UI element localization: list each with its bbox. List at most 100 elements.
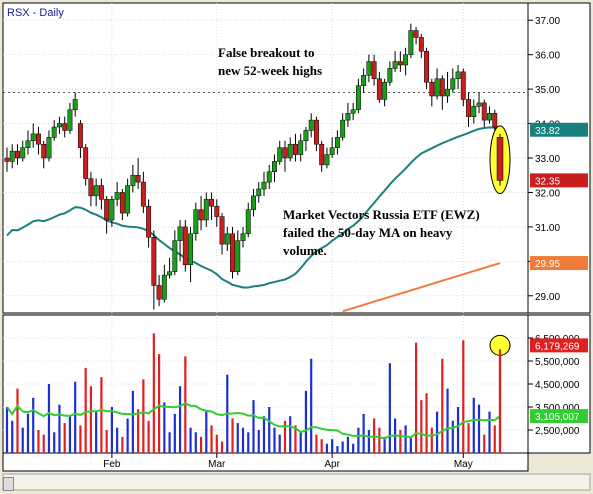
candle-body (72, 99, 78, 111)
candle-body (445, 88, 451, 97)
x-tick-label: Feb (103, 459, 121, 470)
last-price-badge-label: 32.35 (535, 176, 560, 187)
candle-body (350, 109, 356, 114)
volume-tick-label: 3,500,000 (535, 403, 580, 414)
volume-tick-label: 4,500,000 (535, 380, 580, 391)
ma-50-badge-label: 33.82 (535, 126, 560, 137)
scrollbar[interactable] (2, 473, 591, 491)
candle-body (340, 119, 346, 138)
candle-body (261, 181, 267, 190)
candle-body (287, 143, 293, 159)
annotation-failure-line: failed the 50-day MA on heavy (283, 225, 453, 240)
candle-body (119, 192, 125, 214)
candle-body (418, 37, 424, 52)
candle-body (77, 123, 83, 148)
x-tick-label: May (454, 459, 473, 470)
candle-body (355, 85, 361, 111)
price-tick-label: 32.00 (535, 188, 560, 199)
annotation-failure-line: Market Vectors Russia ETF (EWZ) (283, 207, 480, 222)
price-tick-label: 36.00 (535, 51, 560, 62)
annotation-breakout-line: new 52-week highs (218, 63, 322, 78)
candle-body (203, 199, 209, 221)
price-tick-label: 33.00 (535, 154, 560, 165)
candle-body (20, 147, 26, 159)
candle-body (151, 236, 157, 286)
price-tick-label: 29.00 (535, 292, 560, 303)
candle-body (403, 54, 409, 66)
candle-body (9, 150, 15, 162)
candle-body (397, 61, 403, 66)
candle-body (146, 205, 152, 238)
candle-body (182, 226, 188, 266)
candle-body (245, 209, 251, 235)
last-volume-badge-label: 6,179,269 (535, 341, 580, 352)
candle-body (193, 209, 199, 235)
candle-body (345, 112, 351, 121)
candle-body (251, 195, 256, 210)
candle-body (198, 209, 204, 221)
candle-body (282, 147, 288, 159)
candle-body (455, 71, 461, 80)
candle-body (51, 126, 57, 138)
candle-body (313, 119, 319, 145)
annotation-breakout: False breakout to new 52-week highs (218, 45, 322, 78)
candle-body (392, 61, 398, 69)
annotation-failure-line: volume. (283, 243, 327, 258)
candle-body (277, 147, 283, 162)
scrollbar-thumb[interactable] (3, 477, 14, 491)
candle-body (382, 81, 388, 100)
ma-50-line (6, 126, 501, 289)
price-tick-label: 31.00 (535, 223, 560, 234)
candle-body (450, 78, 456, 90)
candle-body (135, 174, 141, 183)
candle-body (434, 78, 440, 97)
volume-tick-label: 5,500,000 (535, 357, 580, 368)
candle-body (209, 199, 214, 207)
candle-body (466, 99, 471, 117)
volume-ma-line (6, 402, 501, 440)
candle-body (177, 226, 183, 241)
candle-body (308, 119, 314, 131)
candle-body (224, 233, 230, 245)
x-tick-label: Mar (208, 459, 226, 470)
candle-body (56, 123, 62, 128)
candle-body (109, 199, 115, 221)
x-axis-strip (2, 452, 529, 472)
candle-body (88, 178, 94, 197)
ma-50-badge (530, 122, 588, 137)
volume-axis-area (527, 314, 591, 454)
volume-ma-badge-label: 3,105,007 (535, 412, 580, 423)
price-tick-label: 35.00 (535, 85, 560, 96)
candle-body (408, 30, 414, 55)
candle-body (62, 123, 68, 131)
candle-body (36, 133, 41, 145)
candle-body (46, 137, 52, 159)
candle-body (324, 154, 330, 166)
candle-body (424, 50, 430, 83)
candle-body (167, 271, 173, 276)
candle-body (93, 185, 99, 197)
ma-200-badge (530, 256, 588, 271)
candle-body (230, 233, 235, 272)
volume-ma-badge (530, 409, 588, 424)
candle-body (293, 143, 298, 155)
candle-body (214, 205, 220, 217)
candle-body (492, 112, 498, 128)
candle-body (104, 199, 110, 221)
candle-body (156, 285, 162, 300)
candle-body (272, 161, 277, 173)
last-price-badge (530, 173, 588, 188)
candle-body (366, 61, 372, 76)
candle-body (83, 147, 89, 179)
candle-body (329, 147, 335, 155)
candle-body (460, 71, 466, 100)
candle-body (235, 240, 241, 272)
annotation-breakout-line: False breakout to (218, 45, 315, 60)
candle-body (188, 233, 194, 266)
candle-body (298, 140, 304, 155)
candle-body (319, 143, 325, 166)
candle-body (476, 102, 482, 107)
candle-body (140, 181, 146, 207)
